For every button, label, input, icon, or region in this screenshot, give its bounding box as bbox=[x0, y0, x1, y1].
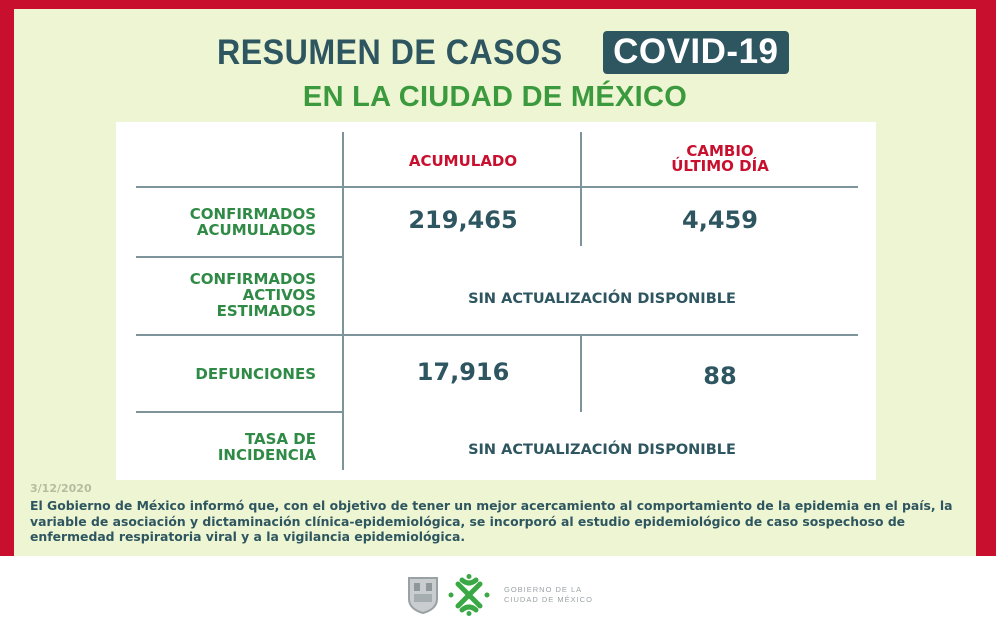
column-header-acumulado: ACUMULADO bbox=[408, 152, 518, 170]
row-divider-1 bbox=[136, 256, 344, 258]
government-logo-text: GOBIERNO DE LA CIUDAD DE MÉXICO bbox=[504, 585, 593, 605]
value-confirmados-cambio: 4,459 bbox=[682, 206, 758, 234]
row-label-line: ACTIVOS bbox=[242, 286, 316, 304]
coat-of-arms-icon bbox=[408, 577, 438, 615]
divider-label-column bbox=[342, 132, 344, 470]
divider-top-value-column bbox=[580, 132, 582, 246]
value-confirmados-acumulado: 219,465 bbox=[408, 206, 518, 234]
status-unavailable-incidencia: SIN ACTUALIZACIÓN DISPONIBLE bbox=[468, 442, 736, 458]
row-label-line: INCIDENCIA bbox=[217, 446, 316, 464]
row-label-line: CONFIRMADOS bbox=[189, 205, 316, 223]
row-label-line: TASA DE bbox=[244, 430, 316, 448]
cdmx-logo-icon bbox=[448, 574, 490, 616]
page-subtitle: EN LA CIUDAD DE MÉXICO bbox=[302, 81, 688, 113]
row-label-confirmados-activos: CONFIRMADOS ACTIVOS ESTIMADOS bbox=[136, 271, 316, 319]
status-unavailable-activos: SIN ACTUALIZACIÓN DISPONIBLE bbox=[468, 291, 736, 307]
header-divider bbox=[136, 186, 858, 188]
footer bbox=[0, 556, 996, 620]
row-label-confirmados-acumulados: CONFIRMADOS ACUMULADOS bbox=[136, 206, 316, 238]
row-label-line: CONFIRMADOS bbox=[189, 270, 316, 288]
footer-logos: GOBIERNO DE LA CIUDAD DE MÉXICO bbox=[406, 574, 593, 616]
column-header-cambio-line2: ÚLTIMO DÍA bbox=[671, 157, 769, 175]
report-date: 3/12/2020 bbox=[30, 482, 92, 495]
logo-text-line2: CIUDAD DE MÉXICO bbox=[504, 595, 593, 604]
row-divider-2 bbox=[136, 334, 858, 336]
logo-text-line1: GOBIERNO DE LA bbox=[504, 585, 583, 594]
row-label-line: ACUMULADOS bbox=[196, 221, 316, 239]
cases-table: ACUMULADO CAMBIO ÚLTIMO DÍA CONFIRMADOS … bbox=[116, 122, 876, 480]
value-defunciones-acumulado: 17,916 bbox=[416, 358, 510, 386]
summary-panel: RESUMEN DE CASOS COVID-19 EN LA CIUDAD D… bbox=[14, 9, 976, 556]
row-label-tasa-incidencia: TASA DE INCIDENCIA bbox=[136, 431, 316, 463]
footnote-text: El Gobierno de México informó que, con e… bbox=[30, 498, 953, 544]
row-divider-3 bbox=[136, 411, 344, 413]
row-label-line: DEFUNCIONES bbox=[195, 365, 316, 383]
column-header-cambio: CAMBIO ÚLTIMO DÍA bbox=[582, 144, 858, 174]
divider-mid-value-column bbox=[580, 334, 582, 412]
value-defunciones-cambio: 88 bbox=[703, 362, 737, 390]
row-label-defunciones: DEFUNCIONES bbox=[136, 366, 316, 382]
column-header-cambio-line1: CAMBIO bbox=[686, 142, 754, 160]
row-label-line: ESTIMADOS bbox=[216, 302, 316, 320]
page-title: RESUMEN DE CASOS bbox=[216, 32, 563, 72]
covid-badge: COVID-19 bbox=[603, 31, 789, 74]
title-row: RESUMEN DE CASOS COVID-19 bbox=[14, 31, 976, 74]
